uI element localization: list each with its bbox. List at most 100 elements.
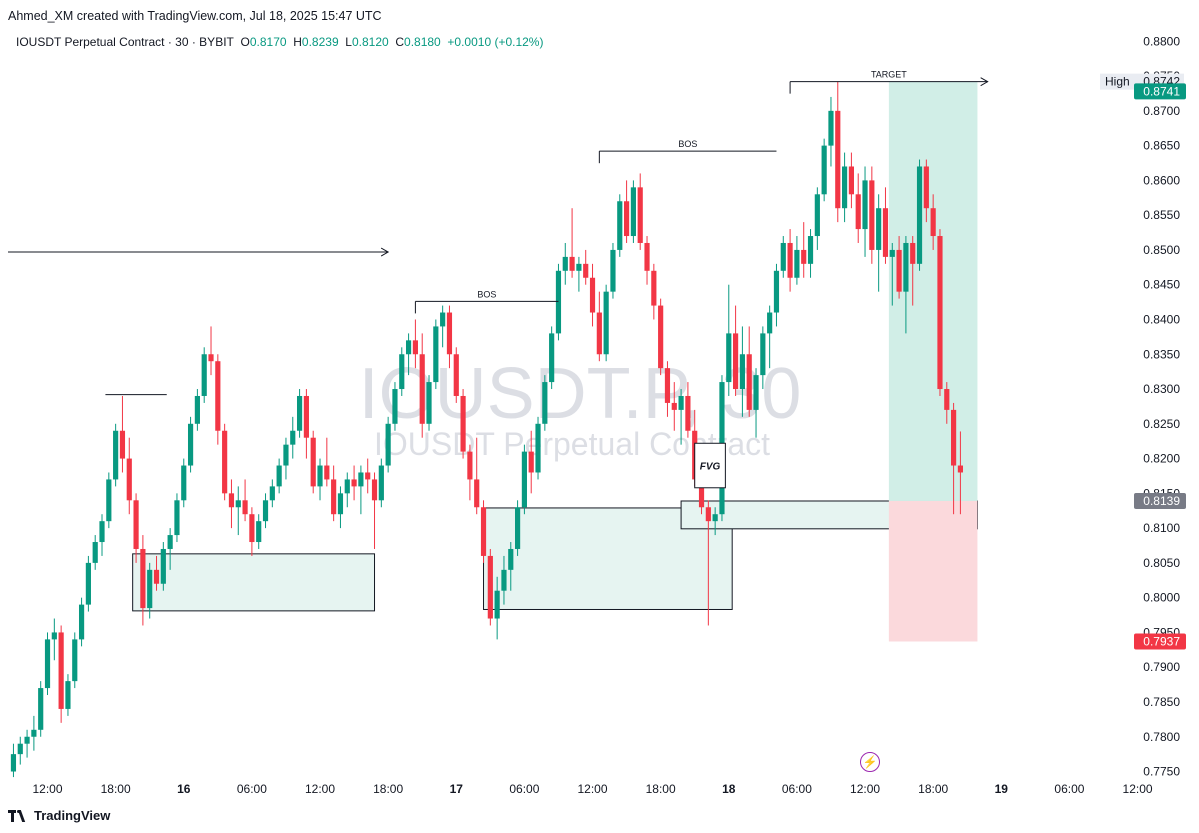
candle (283, 437, 289, 480)
fvg-label: FVG (700, 462, 721, 473)
candle (637, 173, 643, 250)
time-tick-label: 12:00 (305, 782, 335, 796)
price-tag-bg (1134, 492, 1186, 509)
price-tick-label: 0.8700 (1143, 104, 1180, 118)
time-tick-label: 06:00 (237, 782, 267, 796)
candle (242, 479, 248, 522)
candle (555, 263, 562, 341)
candle (828, 96, 834, 167)
candle-body (453, 354, 459, 396)
candle (521, 444, 527, 515)
candle-body (106, 479, 112, 522)
price-tick-label: 0.8400 (1143, 312, 1180, 326)
candle-body (542, 382, 548, 424)
candle (930, 194, 936, 250)
tradingview-logo[interactable]: TradingView (8, 808, 110, 823)
annotation-label: BOS (477, 289, 496, 299)
candle (194, 389, 200, 431)
candle-body (24, 736, 30, 744)
lightning-icon[interactable]: ⚡ (860, 752, 880, 772)
bos-annotation: BOS (414, 289, 559, 314)
candle (433, 319, 439, 390)
candle (862, 166, 868, 257)
candle-body (889, 249, 895, 257)
price-tick-label: 0.7900 (1143, 660, 1180, 674)
candle (78, 597, 85, 647)
fvg-annotation: FVG (694, 442, 726, 489)
candle-body (848, 166, 854, 195)
candle-body (140, 548, 146, 609)
candle (187, 416, 194, 473)
candle-body (392, 389, 398, 424)
candle (174, 493, 180, 543)
price-tick-label: 0.8500 (1143, 243, 1180, 257)
price-tick-label: 0.8200 (1143, 452, 1180, 466)
candle-body (610, 249, 616, 292)
candle-body (467, 451, 473, 480)
candle-body (222, 430, 228, 494)
candle (787, 229, 793, 292)
time-tick-label: 12:00 (578, 782, 608, 796)
liquidity-arrowhead (380, 247, 390, 257)
price-tag-down: 0.7937 (1134, 633, 1186, 650)
candle (630, 180, 636, 243)
candle (38, 681, 44, 737)
time-axis[interactable]: 12:00 18:00 16 06:00 12:00 18:00 17 06:00 12:00 1… (32, 782, 1152, 796)
price-tag-up: 0.8741 (1134, 83, 1186, 100)
candle (351, 465, 357, 501)
candle-body (235, 500, 241, 508)
candle (440, 305, 446, 348)
candle-body (412, 340, 418, 355)
candle (222, 423, 228, 501)
candle-body (555, 270, 562, 334)
candle (807, 229, 814, 278)
candle-body (569, 256, 575, 271)
candle (712, 507, 718, 536)
candle (596, 291, 602, 362)
candle-body (126, 458, 132, 501)
candle (848, 152, 854, 209)
price-tick-label: 0.8450 (1143, 278, 1180, 292)
candle-body (371, 479, 378, 501)
candle (269, 479, 275, 508)
stop-area (888, 500, 978, 642)
symbol-name[interactable]: IOUSDT Perpetual Contract · 30 · BYBIT (16, 35, 234, 49)
candle (17, 736, 23, 765)
candle-body (658, 305, 664, 369)
candle (508, 542, 514, 591)
candle-body (378, 465, 384, 501)
candle-body (589, 277, 596, 313)
candle-body (228, 493, 235, 508)
attribution-text: Ahmed_XM created with TradingView.com, J… (8, 9, 382, 23)
price-tick-label: 0.8050 (1143, 556, 1180, 570)
candle (937, 229, 943, 396)
target-arrowhead (980, 77, 989, 87)
candle (331, 465, 337, 522)
candle (228, 479, 235, 529)
candle (324, 437, 330, 487)
candle (487, 548, 493, 626)
candle-body (651, 270, 657, 306)
price-tick-label: 0.7850 (1143, 695, 1180, 709)
candle (889, 242, 895, 306)
candle-body (399, 354, 405, 390)
candle-body (215, 361, 221, 431)
candle-body (147, 569, 153, 609)
annotation-label: BOS (678, 139, 697, 149)
candle-body (910, 242, 916, 264)
candle (153, 555, 160, 591)
candle (882, 187, 889, 264)
candle-body (930, 208, 936, 237)
candle-body (624, 201, 630, 237)
price-axis[interactable]: 0.88000.87500.87000.86500.86000.85500.85… (1100, 34, 1186, 779)
candle (494, 576, 500, 640)
price-tick-label: 0.7750 (1143, 765, 1180, 779)
candle (814, 187, 820, 250)
candle (474, 437, 480, 515)
price-chart[interactable]: IOUSDT.P, 30 IOUSDT Perpetual Contract B… (0, 26, 1199, 806)
candle-body (842, 166, 848, 209)
time-tick-label: 18 (722, 782, 736, 796)
price-tick-label: 0.8550 (1143, 208, 1180, 222)
candle (399, 347, 405, 396)
candle (876, 194, 882, 292)
